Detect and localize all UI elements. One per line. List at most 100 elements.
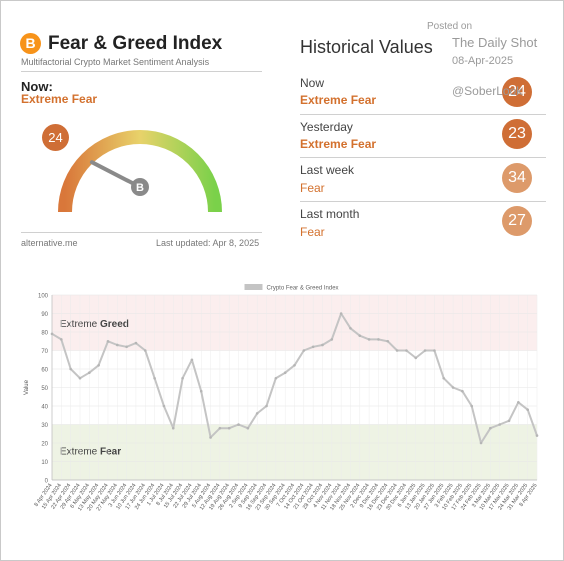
y-tick-label: 70 [41, 349, 48, 355]
source-label: alternative.me [21, 238, 78, 248]
data-point [367, 338, 371, 341]
data-point [218, 426, 222, 430]
data-point [106, 339, 110, 343]
y-tick-label: 10 [41, 460, 48, 466]
data-point [274, 376, 278, 380]
band-label-greed: Extreme Greed [60, 319, 129, 330]
watermark-publisher: The Daily Shot [452, 35, 538, 50]
data-point [283, 371, 287, 374]
legend-swatch [244, 284, 263, 290]
data-point [181, 376, 184, 380]
fear-greed-chart: Extreme Greed Extreme Fear 0 10 20 30 40 50 60 70… [24, 284, 539, 512]
hist-label-now: Now [300, 76, 325, 90]
data-point [386, 339, 390, 343]
y-axis-label: Value [24, 379, 30, 395]
last-updated: Last updated: Apr 8, 2025 [156, 238, 260, 248]
gauge-arc [58, 130, 222, 213]
data-point [209, 436, 212, 439]
data-point [143, 349, 147, 352]
data-point [442, 376, 446, 380]
data-point [162, 404, 166, 408]
data-point [507, 419, 511, 423]
y-tick-label: 30 [41, 423, 48, 429]
y-tick-label: 60 [41, 368, 48, 374]
data-point [517, 401, 520, 404]
bitcoin-logo-icon: B [20, 33, 41, 54]
hist-class-now: Extreme Fear [300, 93, 377, 107]
gauge-hub [131, 178, 149, 196]
sentiment-gauge: B [58, 130, 222, 213]
hist-class-last-month: Fear [300, 225, 325, 239]
data-point [199, 389, 203, 393]
y-tick-label: 0 [45, 479, 49, 485]
data-point [423, 349, 427, 352]
data-point [498, 423, 501, 426]
data-point [489, 426, 492, 430]
data-point [470, 404, 474, 408]
hist-class-yesterday: Extreme Fear [300, 137, 377, 151]
data-point [153, 376, 156, 380]
data-point [302, 349, 306, 352]
data-point [115, 343, 119, 347]
hist-badge-last-week: 34 [502, 163, 532, 193]
hist-badge-yesterday: 23 [502, 119, 532, 149]
divider [300, 157, 546, 158]
data-point [125, 345, 128, 349]
y-tick-label: 100 [38, 294, 49, 300]
band-label-fear: Extreme Fear [60, 447, 121, 458]
data-point [479, 441, 483, 445]
now-classification: Extreme Fear [21, 92, 98, 106]
data-point [339, 312, 343, 315]
watermark-date: 08-Apr-2025 [452, 55, 514, 67]
data-point [50, 332, 54, 336]
hist-class-last-week: Fear [300, 181, 325, 195]
historical-title: Historical Values [300, 37, 433, 57]
data-point [134, 341, 138, 345]
data-point [88, 371, 91, 374]
widget-subtitle: Multifactorial Crypto Market Sentiment A… [21, 57, 210, 67]
hist-badge-last-month: 27 [502, 206, 532, 236]
gauge-needle [89, 160, 142, 189]
divider [300, 114, 546, 115]
divider [21, 71, 262, 72]
data-point [190, 358, 194, 362]
y-tick-label: 50 [41, 386, 48, 392]
watermark-handle: @SoberLook [452, 84, 523, 98]
data-point [405, 349, 408, 352]
hist-label-last-month: Last month [300, 207, 360, 221]
watermark-posted-on: Posted on [427, 21, 473, 32]
data-point [237, 423, 240, 426]
data-point [433, 349, 436, 352]
data-point [535, 434, 539, 437]
hist-label-yesterday: Yesterday [300, 120, 353, 134]
data-point [60, 338, 63, 341]
data-point [97, 364, 100, 367]
bitcoin-hub-icon: B [136, 182, 144, 194]
divider [300, 201, 546, 202]
y-tick-label: 90 [41, 312, 48, 318]
data-point [377, 338, 380, 341]
now-label: Now: [21, 79, 53, 94]
y-tick-label: 20 [41, 442, 48, 448]
data-point [311, 345, 315, 349]
data-point [246, 426, 250, 430]
data-point [69, 367, 72, 371]
gauge-value-badge: 24 [42, 124, 69, 151]
data-point [227, 426, 231, 430]
data-point [349, 327, 352, 330]
data-point [265, 404, 268, 408]
data-point [321, 343, 324, 347]
data-point [358, 334, 362, 337]
data-point [395, 349, 399, 352]
legend-label: Crypto Fear & Greed Index [267, 286, 339, 292]
divider [21, 232, 262, 233]
data-point [451, 386, 455, 389]
hist-badge-now: 24 [502, 77, 532, 107]
data-point [526, 408, 529, 411]
y-tick-label: 80 [41, 331, 48, 337]
y-tick-label: 40 [41, 405, 48, 411]
data-point [461, 389, 464, 393]
hist-label-last-week: Last week [300, 163, 355, 177]
data-point [255, 412, 259, 415]
data-point [330, 338, 334, 341]
